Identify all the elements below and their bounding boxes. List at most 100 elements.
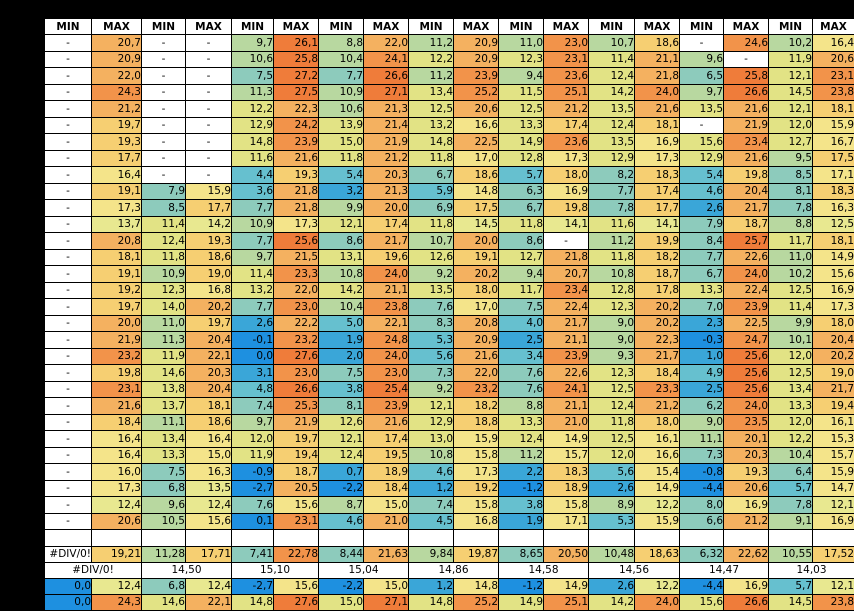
min-temp-cell: 9,7	[680, 84, 724, 101]
max-temp-cell: -	[186, 84, 232, 101]
min-temp-cell: 14,8	[409, 134, 454, 151]
day-number: 15	[1, 266, 45, 283]
max-temp-cell: 20,9	[454, 51, 499, 68]
max-temp-cell: 19,2	[454, 480, 499, 497]
max-temp-cell: 12,2	[635, 497, 680, 514]
media-max-cell: 22,78	[274, 546, 319, 562]
min-temp-cell: 13,7	[142, 398, 186, 415]
max-temp-cell: -	[186, 134, 232, 151]
max-temp-cell: 23,1	[544, 51, 589, 68]
max-temp-cell: 20,8	[92, 233, 142, 250]
max-temp-cell: 18,0	[454, 282, 499, 299]
max-temp-cell: 18,6	[635, 35, 680, 52]
min-temp-cell: -2,7	[232, 480, 274, 497]
min-temp-cell: -	[45, 513, 92, 530]
min-temp-cell: 8,6	[499, 233, 544, 250]
min-temp-cell	[680, 530, 724, 547]
min-temp-cell: 14,8	[232, 134, 274, 151]
max-temp-cell: 27,5	[274, 84, 319, 101]
max-temp-cell: 21,9	[724, 117, 769, 134]
min-temp-cell: 12,9	[232, 117, 274, 134]
max-temp-cell: 20,7	[544, 266, 589, 283]
min-temp-cell: 4,4	[232, 167, 274, 184]
min-temp-cell: 7,8	[769, 497, 813, 514]
media-min-cell: 9,84	[409, 546, 454, 562]
max-temp-cell: 21,9	[92, 332, 142, 349]
min-temp-cell: 12,4	[319, 447, 364, 464]
max-temp-cell: 21,2	[544, 101, 589, 118]
min-temp-cell: 11,0	[142, 315, 186, 332]
min-temp-cell: 7,5	[499, 299, 544, 316]
max-temp-cell: 20,4	[186, 332, 232, 349]
max-temp-cell: 22,4	[544, 299, 589, 316]
day-number: 4	[1, 84, 45, 101]
min-temp-cell: 11,4	[769, 299, 813, 316]
max-temp-cell: 19,3	[274, 167, 319, 184]
max-temp-cell: 22,1	[364, 315, 409, 332]
min-temp-cell: 8,7	[319, 497, 364, 514]
min-temp-cell: 1,9	[499, 513, 544, 530]
min-temp-cell: 15,6	[680, 134, 724, 151]
min-temp-cell: 12,7	[769, 134, 813, 151]
max-temp-cell: 17,1	[544, 513, 589, 530]
max-temp-cell: 14,2	[186, 216, 232, 233]
min-temp-cell: 6,5	[680, 68, 724, 85]
min-temp-cell: 9,0	[589, 332, 635, 349]
min-temp-cell: 10,8	[589, 266, 635, 283]
media-min-cell: 8,44	[319, 546, 364, 562]
min-temp-cell: 10,4	[319, 51, 364, 68]
min-temp-cell: -1,2	[499, 578, 544, 594]
max-temp-cell: 14,8	[454, 183, 499, 200]
min-temp-cell	[499, 530, 544, 547]
max-column-header: MAX	[364, 19, 409, 35]
max-temp-cell: 18,1	[813, 233, 854, 250]
min-temp-cell: 12,5	[409, 101, 454, 118]
max-temp-cell: 24,3	[92, 594, 142, 610]
min-temp-cell: 11,8	[409, 216, 454, 233]
day-number: 20	[1, 348, 45, 365]
max-temp-cell: 19,4	[274, 447, 319, 464]
min-temp-cell: 8,6	[319, 233, 364, 250]
min-temp-cell: 7,7	[232, 299, 274, 316]
max-temp-cell: 15,6	[274, 578, 319, 594]
max-temp-cell: 18,7	[635, 266, 680, 283]
max-temp-cell: 17,7	[635, 200, 680, 217]
min-temp-cell: 11,2	[499, 447, 544, 464]
min-temp-cell: -	[45, 249, 92, 266]
day-number: 14	[1, 249, 45, 266]
min-temp-cell: -	[45, 51, 92, 68]
station-header: Cruzeiro/Quinta	[45, 1, 142, 19]
max-temp-cell: 17,5	[813, 150, 854, 167]
min-temp-cell: -	[45, 398, 92, 415]
max-temp-cell: 16,1	[635, 431, 680, 448]
max-temp-cell: 15,0	[186, 447, 232, 464]
max-temp-cell: 21,6	[724, 150, 769, 167]
max-temp-cell: 19,5	[364, 447, 409, 464]
station-header: Urupema	[319, 1, 409, 19]
max-temp-cell: 18,1	[813, 101, 854, 118]
min-temp-cell: 9,7	[232, 414, 274, 431]
min-temp-cell	[409, 530, 454, 547]
max-temp-cell: 18,3	[813, 183, 854, 200]
min-temp-cell: -2,7	[232, 578, 274, 594]
max-temp-cell: 14,7	[813, 480, 854, 497]
min-temp-cell: 5,6	[589, 464, 635, 481]
min-temp-cell	[319, 530, 364, 547]
max-temp-cell: 18,6	[454, 167, 499, 184]
min-temp-cell: 7,7	[589, 183, 635, 200]
day-number: 6	[1, 117, 45, 134]
min-temp-cell: 15,0	[319, 594, 364, 610]
min-temp-cell: 7,6	[499, 381, 544, 398]
min-temp-cell: 1,2	[409, 480, 454, 497]
min-temp-cell: 14,9	[499, 594, 544, 610]
min-temp-cell: 10,8	[409, 447, 454, 464]
min-temp-cell: 12,0	[232, 431, 274, 448]
min-temp-cell: 10,2	[769, 266, 813, 283]
min-temp-cell: 11,5	[499, 84, 544, 101]
min-temp-cell: 11,9	[769, 51, 813, 68]
min-temp-cell: 13,3	[769, 398, 813, 415]
